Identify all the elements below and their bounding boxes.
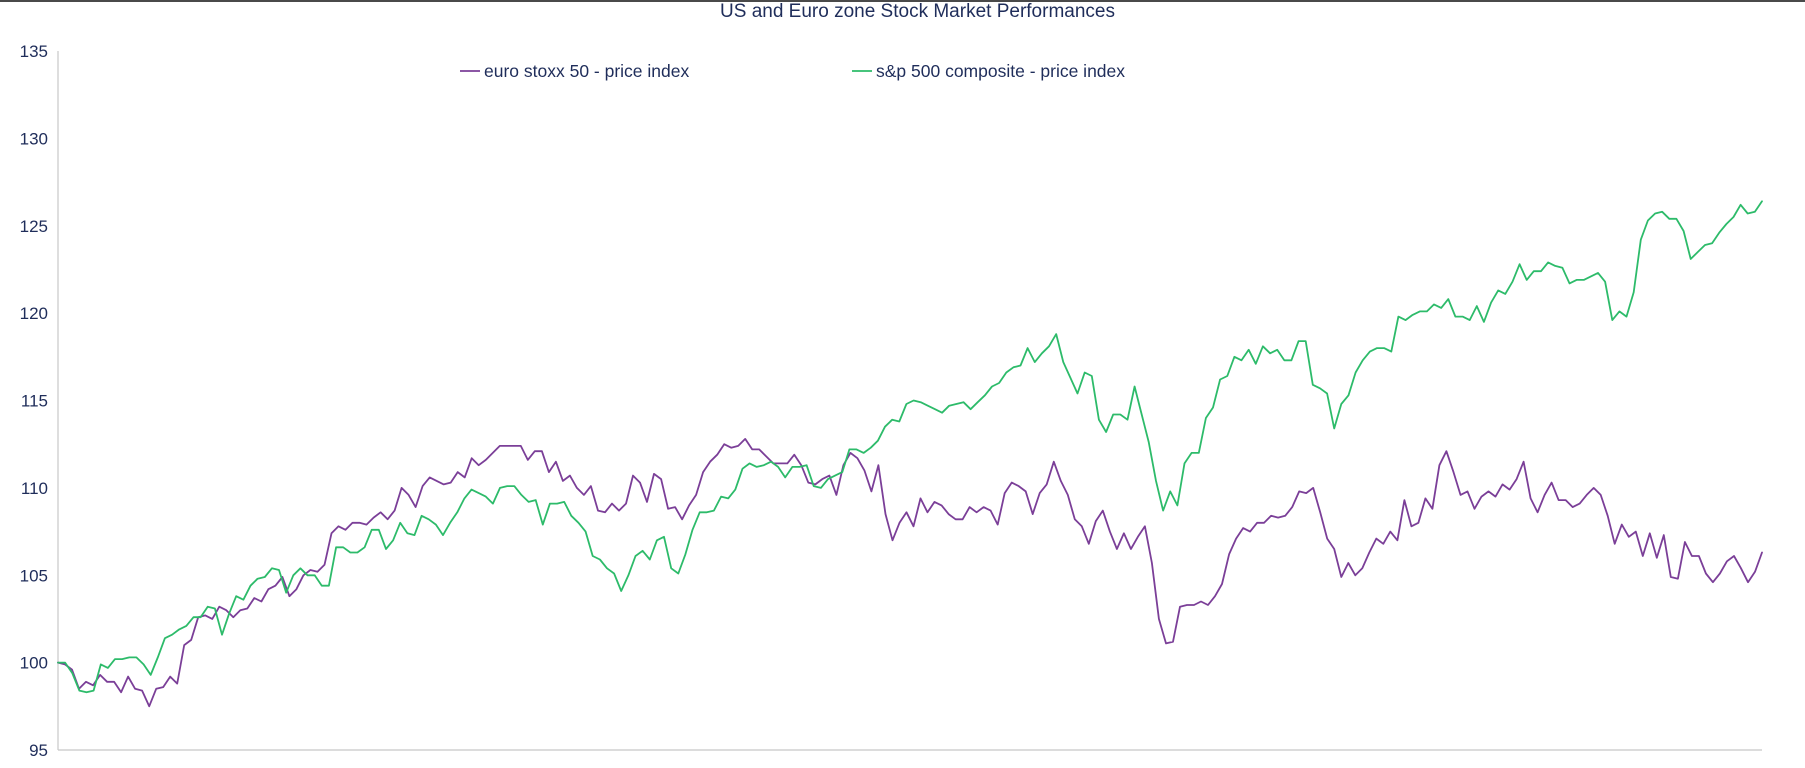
series-line-euro-stoxx-50 [57, 437, 1763, 708]
y-tick-label: 100 [20, 654, 48, 673]
series-line-sp-500 [57, 200, 1763, 694]
series-lines [57, 200, 1763, 708]
legend-label: euro stoxx 50 - price index [484, 61, 689, 81]
y-tick-label: 130 [20, 129, 48, 148]
chart-title: US and Euro zone Stock Market Performanc… [720, 1, 1115, 22]
y-tick-label: 115 [21, 392, 48, 411]
y-axis-ticks: 95 100 105 110 115 120 125 130 135 [20, 42, 48, 760]
y-tick-label: 125 [20, 217, 48, 236]
legend-label: s&p 500 composite - price index [876, 61, 1125, 81]
y-tick-label: 95 [29, 741, 48, 760]
legend: euro stoxx 50 - price index s&p 500 compo… [460, 61, 1125, 81]
y-tick-label: 120 [20, 304, 48, 323]
top-border [0, 0, 1805, 2]
axes [57, 51, 1762, 751]
y-tick-label: 110 [21, 479, 48, 498]
y-tick-label: 135 [20, 42, 48, 61]
y-tick-label: 105 [20, 566, 48, 585]
